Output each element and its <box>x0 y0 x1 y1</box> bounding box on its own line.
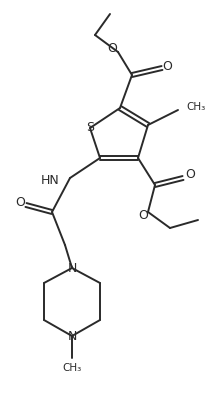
Text: N: N <box>67 261 77 275</box>
Text: CH₃: CH₃ <box>186 102 205 112</box>
Text: N: N <box>67 329 77 342</box>
Text: O: O <box>15 196 25 209</box>
Text: O: O <box>185 167 195 181</box>
Text: HN: HN <box>41 173 60 186</box>
Text: S: S <box>86 120 94 134</box>
Text: O: O <box>138 209 148 222</box>
Text: O: O <box>162 60 172 73</box>
Text: O: O <box>107 41 117 55</box>
Text: CH₃: CH₃ <box>62 363 82 373</box>
